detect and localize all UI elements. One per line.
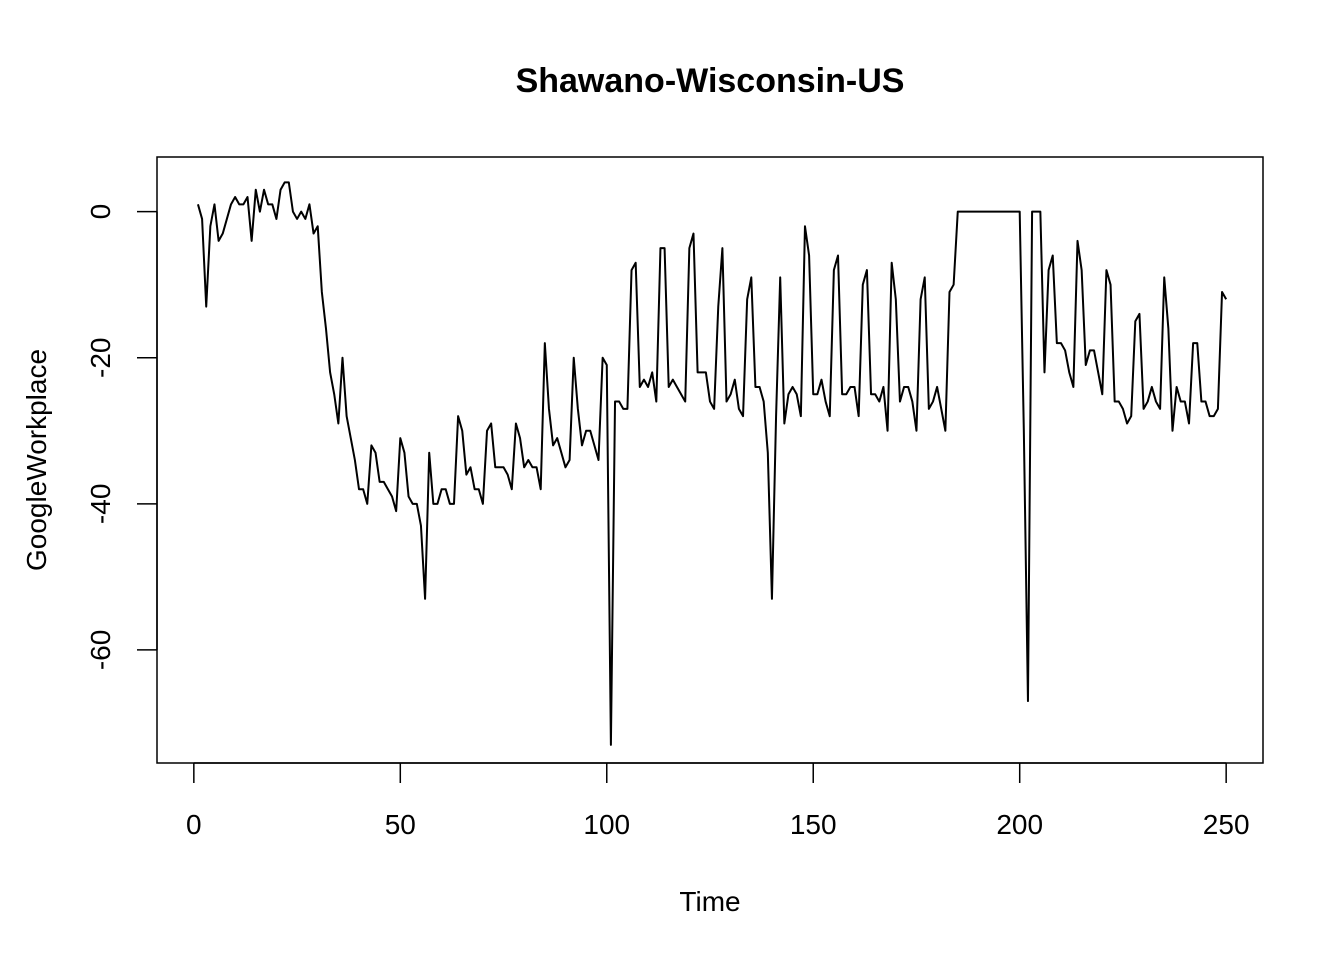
x-tick-label: 150 xyxy=(790,809,837,840)
y-tick-label: 0 xyxy=(85,204,116,220)
y-axis: 0 -20 -40 -60 xyxy=(85,204,158,670)
series-layer xyxy=(196,181,1228,746)
x-tick-label: 0 xyxy=(186,809,202,840)
x-tick-label: 100 xyxy=(583,809,630,840)
y-tick-label: -40 xyxy=(85,484,116,524)
x-tick-label: 250 xyxy=(1203,809,1250,840)
y-axis-title: GoogleWorkplace xyxy=(21,349,52,571)
series-line xyxy=(196,181,1228,746)
x-axis-title: Time xyxy=(679,886,740,917)
x-axis: 0 50 100 150 200 250 xyxy=(186,762,1250,840)
y-tick-label: -60 xyxy=(85,630,116,670)
x-tick-label: 50 xyxy=(385,809,416,840)
plot-frame xyxy=(156,156,1264,764)
y-tick-label: -20 xyxy=(85,337,116,377)
x-tick-label: 200 xyxy=(996,809,1043,840)
chart-title: Shawano-Wisconsin-US xyxy=(516,62,905,100)
